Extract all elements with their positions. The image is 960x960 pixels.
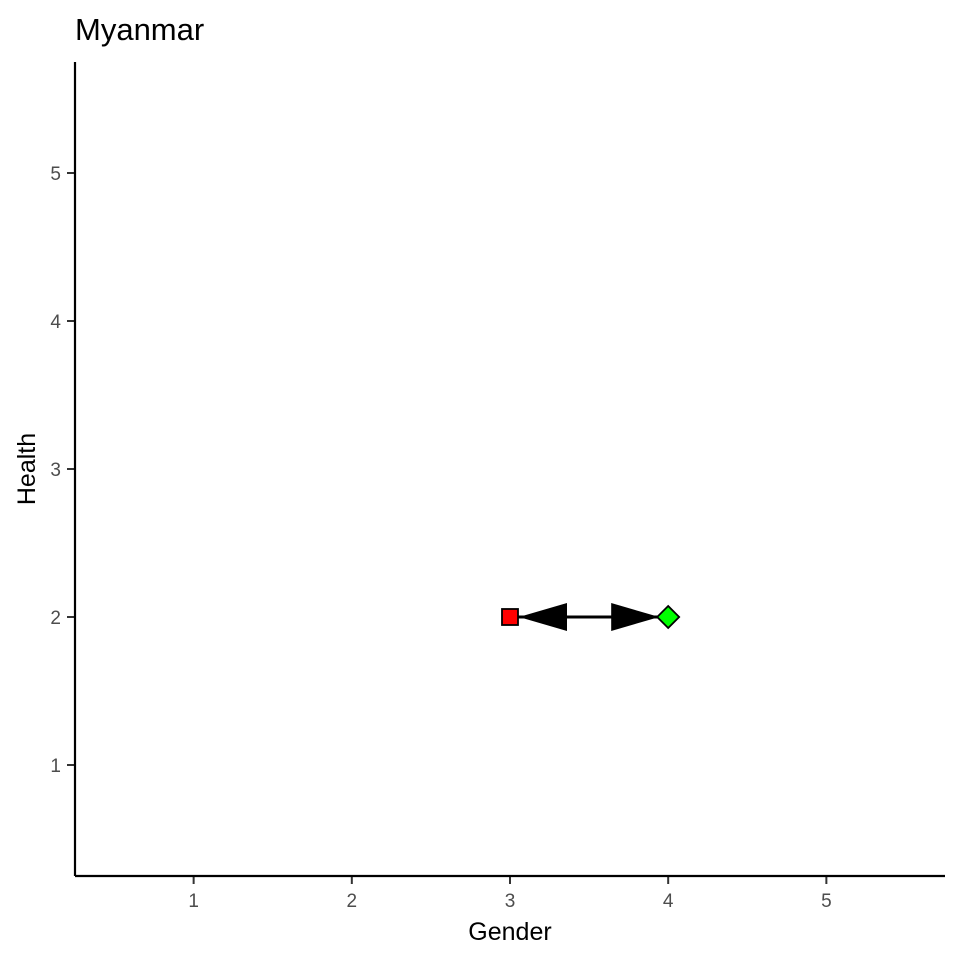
plot-title: Myanmar (75, 12, 204, 47)
x-axis-ticks: 1 2 3 4 5 (188, 876, 832, 912)
arrow-segments (510, 603, 669, 631)
point-square (501, 608, 519, 626)
y-tick-label: 2 (50, 608, 61, 629)
arrowhead-start (519, 603, 567, 631)
x-tick-label: 2 (347, 891, 358, 912)
y-tick-label: 5 (50, 164, 61, 185)
point-diamond (655, 604, 681, 630)
x-tick-label: 5 (821, 891, 832, 912)
y-axis-title: Health (13, 433, 41, 505)
x-tick-label: 4 (663, 891, 674, 912)
arrowhead-end (611, 603, 660, 631)
x-axis-title: Gender (468, 918, 551, 946)
x-tick-label: 3 (505, 891, 516, 912)
x-tick-label: 1 (188, 891, 199, 912)
y-tick-label: 4 (50, 312, 61, 333)
y-tick-label: 1 (50, 756, 61, 777)
data-points (501, 604, 681, 630)
y-tick-label: 3 (50, 460, 61, 481)
y-axis-ticks: 1 2 3 4 5 (50, 164, 75, 777)
